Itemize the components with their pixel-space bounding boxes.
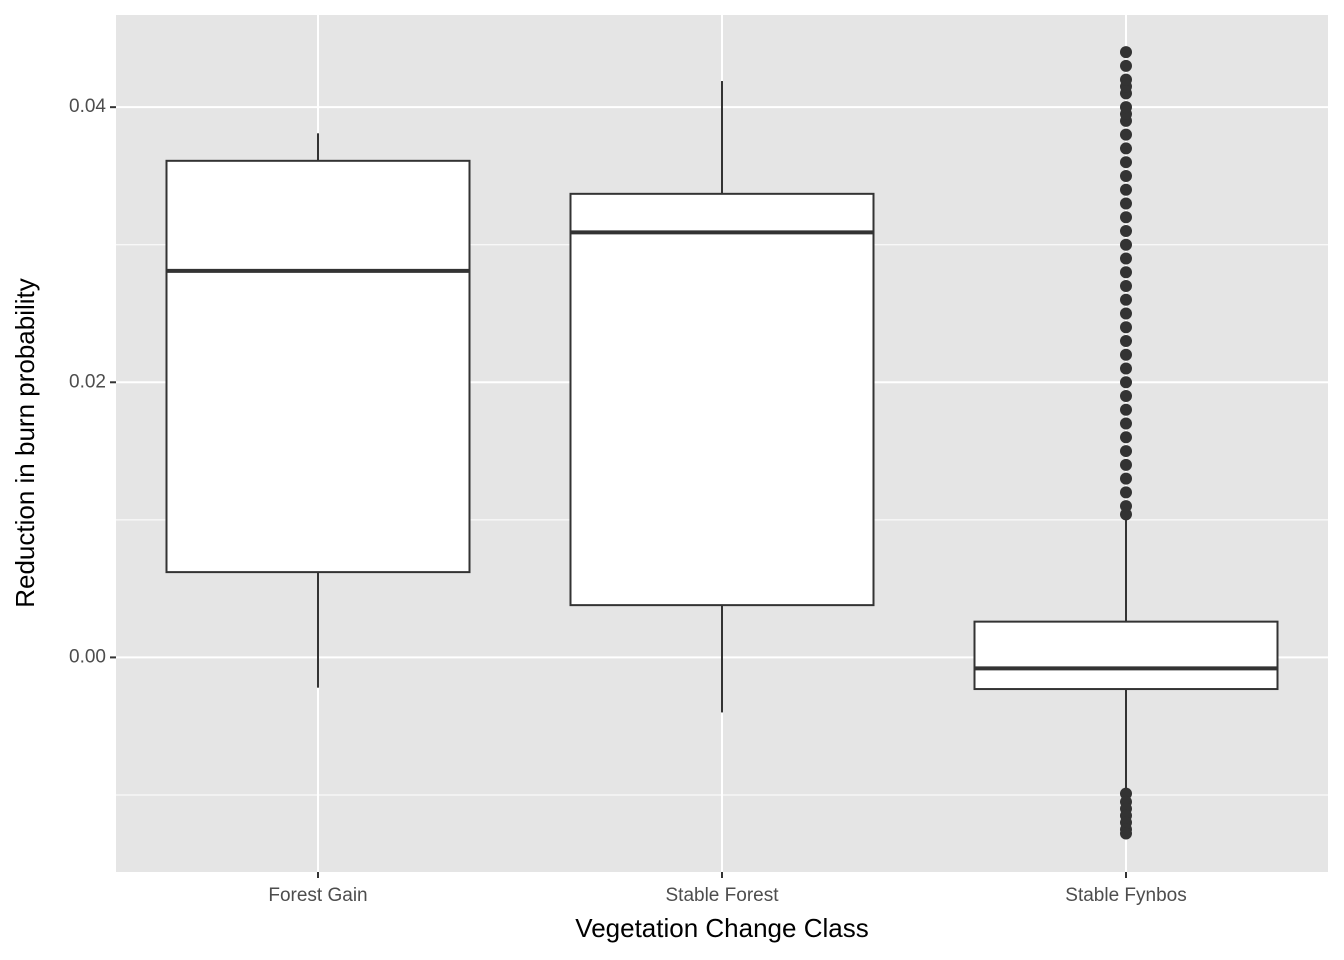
outlier — [1120, 431, 1132, 444]
outlier — [1120, 238, 1132, 251]
outlier — [1120, 197, 1132, 210]
outlier — [1120, 293, 1132, 306]
outlier — [1120, 73, 1132, 86]
outlier — [1120, 362, 1132, 375]
x-axis-title: Vegetation Change Class — [575, 913, 868, 943]
outlier — [1120, 156, 1132, 169]
x-tick-label: Stable Forest — [666, 885, 780, 906]
outlier — [1120, 321, 1132, 334]
outlier — [1120, 224, 1132, 237]
x-tick-label: Forest Gain — [268, 885, 367, 906]
y-tick-label: 0.02 — [69, 371, 106, 392]
y-tick-label: 0.00 — [69, 646, 106, 667]
outlier — [1120, 417, 1132, 430]
outlier — [1120, 486, 1132, 499]
outlier — [1120, 376, 1132, 389]
outlier — [1120, 211, 1132, 224]
outlier — [1120, 787, 1132, 800]
box — [165, 159, 471, 574]
x-tick-label: Stable Fynbos — [1065, 885, 1186, 906]
outlier — [1120, 390, 1132, 403]
outlier — [1120, 183, 1132, 196]
outlier — [1120, 279, 1132, 292]
outlier — [1120, 403, 1132, 416]
y-tick-label: 0.04 — [69, 96, 106, 117]
outlier — [1120, 508, 1132, 521]
outlier — [1120, 266, 1132, 279]
outlier — [1120, 169, 1132, 182]
outlier — [1120, 59, 1132, 72]
box — [973, 620, 1279, 691]
outlier — [1120, 101, 1132, 114]
outlier — [1120, 445, 1132, 458]
outlier — [1120, 458, 1132, 471]
outlier — [1120, 142, 1132, 155]
outlier — [1120, 335, 1132, 348]
outlier — [1120, 472, 1132, 485]
outlier — [1120, 827, 1132, 840]
outlier — [1120, 252, 1132, 265]
outlier — [1120, 46, 1132, 59]
outlier — [1120, 307, 1132, 320]
outlier — [1120, 128, 1132, 141]
outlier — [1120, 500, 1132, 513]
outlier — [1120, 348, 1132, 361]
box — [569, 192, 875, 607]
y-axis-title: Reduction in burn probability — [10, 278, 40, 608]
